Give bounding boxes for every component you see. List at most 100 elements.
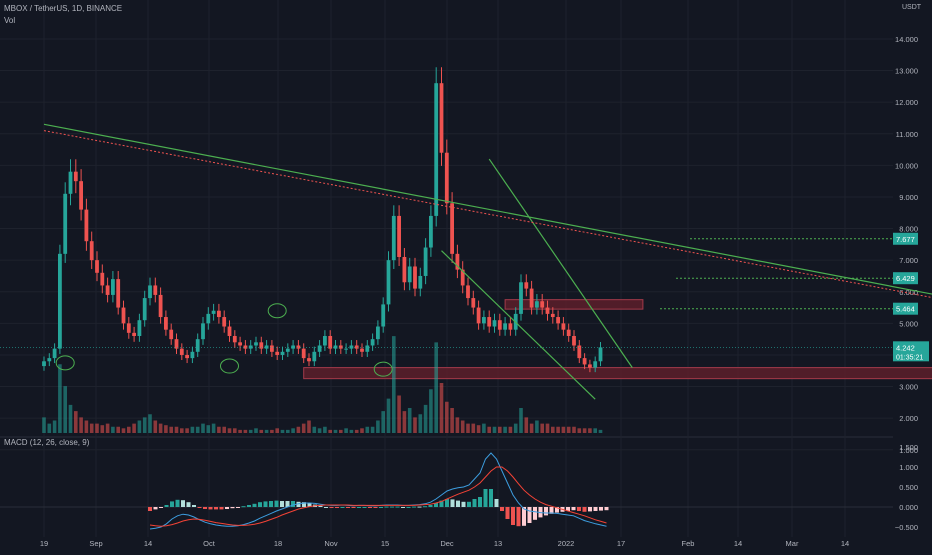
volume-bar [339,429,343,433]
macd-histogram-bar [494,499,499,507]
x-tick-label: Nov [324,539,338,548]
candle-body [598,347,603,362]
volume-bar [376,420,380,433]
candle-body [333,345,338,349]
volume-bar [211,423,216,433]
macd-y-tick-label: 0.000 [899,503,918,512]
macd-histogram-bar [335,507,339,508]
macd-histogram-bar [203,507,207,509]
candle-body [556,317,560,324]
macd-histogram-bar [395,506,400,508]
x-tick-label: Mar [786,539,799,548]
macd-histogram-bar [401,507,405,508]
volume-bar [222,426,226,433]
macd-histogram-bar [406,507,411,508]
currency-label: USDT [902,4,922,11]
candle-body [540,301,545,308]
macd-histogram-bar [362,507,367,508]
candle-body [397,215,401,257]
macd-histogram-bar [593,507,598,511]
macd-histogram-bar [318,505,323,507]
candle-body [79,181,83,210]
symbol-title[interactable]: MBOX / TetherUS, 1D, BINANCE [4,4,123,13]
candle-body [429,215,433,248]
candle-body [63,193,68,254]
volume-bar [572,426,576,433]
macd-histogram-bar [373,507,378,508]
candle-body [137,320,142,336]
price-level-label: 5.464 [896,305,915,314]
volume-bar [243,429,248,433]
volume-bar [264,429,269,433]
volume-bar [598,429,603,433]
volume-bar [206,425,211,433]
candle-body [73,171,78,182]
volume-bar [349,429,354,433]
volume-bar [185,428,189,433]
y-tick-label: 9.000 [899,193,918,202]
volume-bar [582,428,587,433]
macd-y-tick-label: 0.500 [899,483,918,492]
candle-body [593,361,598,368]
candle-body [328,336,333,349]
candle-body [508,323,513,330]
volume-bar [545,423,550,433]
candle-body [360,348,364,352]
x-tick-label: 2022 [558,539,575,548]
volume-bar [354,429,359,433]
candle-body [264,345,269,349]
volume-bar [291,428,295,433]
candle-body [460,269,465,286]
volume-bar [233,428,237,433]
candle-body [376,326,380,340]
macd-histogram-bar [263,501,268,507]
volume-bar [238,429,242,433]
candle-body [492,320,497,327]
volume-bar [132,423,136,433]
candle-body [407,266,412,283]
current-price-label: 4.242 [896,343,915,352]
candle-body [317,345,322,352]
candle-body [487,317,492,327]
macd-histogram-bar [434,503,438,507]
candle-body [169,329,174,340]
candle-body [58,253,62,349]
candle-body [572,336,576,346]
volume-bar [148,414,152,433]
candle-body [217,310,221,318]
macd-label[interactable]: MACD (12, 26, close, 9) [4,438,90,447]
price-level-label: 7.677 [896,235,915,244]
candle-body [164,317,168,330]
volume-bar [487,426,491,433]
volume-bar [407,408,412,433]
macd-histogram-bar [258,502,262,507]
x-tick-label: 14 [734,539,742,548]
macd-histogram-bar [472,499,477,507]
candle-body [89,241,94,261]
y-tick-label: 8.000 [899,225,918,234]
x-tick-label: Oct [203,539,216,548]
volume-bar [455,417,460,433]
candle-body [519,282,523,314]
macd-histogram-bar [214,507,218,510]
x-tick-label: 13 [494,539,502,548]
macd-histogram-bar [296,501,301,507]
candle-body [126,323,131,333]
macd-histogram-bar [566,507,570,511]
volume-bar [137,420,142,433]
macd-histogram-bar [423,506,427,508]
signal-line [149,466,607,527]
candle-body [158,294,163,318]
volume-bar [158,423,163,433]
x-tick-label: 14 [144,539,152,548]
candle-body [466,285,470,299]
macd-histogram-bar [269,501,273,507]
candle-body [301,348,306,359]
dotted-trendline [43,130,932,299]
candle-body [280,351,285,355]
candle-body [275,351,280,355]
candle-body [455,253,460,270]
candle-body [482,317,486,324]
candle-body [402,257,407,283]
